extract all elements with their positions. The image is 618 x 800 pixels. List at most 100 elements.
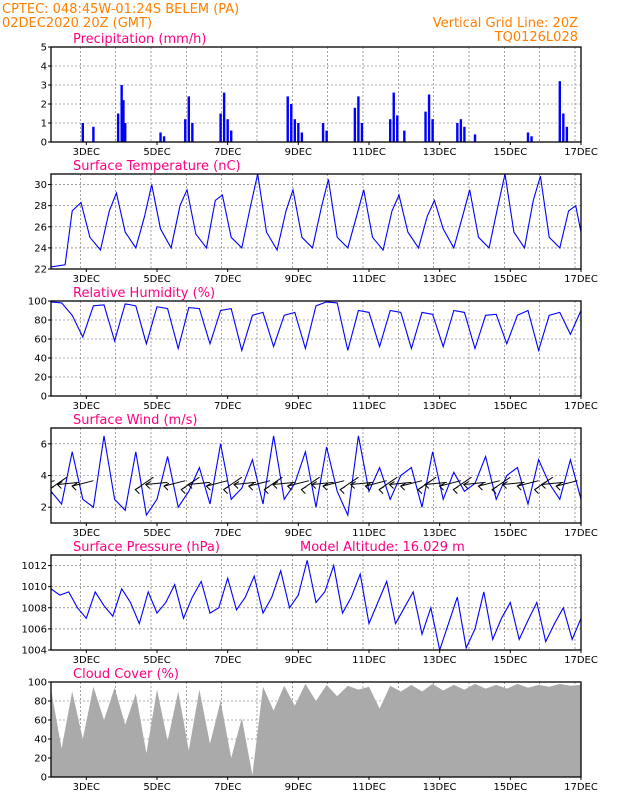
precip-bar — [184, 119, 187, 142]
x-tick-label: 3DEC — [73, 782, 100, 793]
precip-bar — [558, 81, 561, 142]
x-tick-label: 9DEC — [285, 528, 312, 539]
y-tick-label: 20 — [34, 373, 47, 384]
precip-bar — [187, 96, 190, 142]
plot-area — [51, 683, 581, 777]
series-line — [51, 435, 581, 518]
x-tick-label: 7DEC — [214, 274, 241, 285]
precip-bar — [357, 96, 360, 142]
panel-frame — [50, 46, 582, 143]
plot-area — [51, 301, 581, 353]
series-line — [51, 301, 581, 353]
precip-bar — [396, 115, 399, 142]
x-tick-label: 17DEC — [564, 528, 598, 539]
x-tick-label: 5DEC — [143, 401, 170, 412]
precip-bar — [290, 104, 293, 142]
precip-bar — [159, 132, 162, 142]
x-tick-label: 9DEC — [285, 655, 312, 666]
wind-arrow-head — [233, 481, 240, 489]
wind-arrow-head — [56, 481, 63, 489]
wind-arrow-head — [501, 481, 508, 489]
y-tick-label: 24 — [34, 243, 47, 254]
y-tick-label: 1012 — [22, 561, 47, 572]
x-tick-label: 13DEC — [423, 528, 457, 539]
x-tick-label: 15DEC — [493, 274, 527, 285]
y-tick-label: 0 — [41, 392, 47, 403]
x-tick-label: 11DEC — [352, 528, 386, 539]
wind-arrow-head — [247, 482, 255, 491]
precip-bar — [325, 130, 328, 142]
precip-bar — [219, 113, 222, 142]
x-tick-label: 9DEC — [285, 782, 312, 793]
x-tick-label: 11DEC — [352, 401, 386, 412]
wind-arrow-head — [322, 482, 329, 491]
wind-arrow — [517, 480, 539, 487]
y-tick-label: 20 — [34, 754, 47, 765]
wind-arrow — [439, 480, 461, 487]
x-tick-label: 15DEC — [493, 782, 527, 793]
precip-bar — [286, 96, 289, 142]
wind-arrow-head — [516, 482, 523, 491]
precip-bar — [92, 126, 95, 142]
x-tick-label: 11DEC — [352, 147, 386, 158]
y-tick-label: 1 — [41, 119, 47, 130]
plot-area — [51, 435, 581, 518]
panel-2: Surface Temperature (nC) 22 24 26 28 30 3DEC 5D… — [34, 159, 598, 285]
x-tick-label: 17DEC — [564, 655, 598, 666]
y-tick-label: 100 — [28, 678, 47, 689]
x-tick-label: 3DEC — [73, 528, 100, 539]
x-tick-label: 5DEC — [143, 782, 170, 793]
y-tick-label: 1006 — [22, 624, 47, 635]
wind-arrow-head — [71, 482, 78, 491]
y-tick-label: 2 — [41, 100, 47, 111]
x-tick-label: 15DEC — [493, 147, 527, 158]
plot-area — [51, 560, 581, 650]
x-tick-label: 3DEC — [73, 655, 100, 666]
wind-arrow — [424, 481, 447, 486]
wind-arrow — [233, 481, 256, 486]
wind-arrow — [478, 480, 500, 487]
wind-arrow-head — [364, 482, 371, 491]
x-tick-label: 11DEC — [352, 655, 386, 666]
wind-arrow — [206, 480, 228, 487]
x-tick-label: 3DEC — [73, 274, 100, 285]
series-line — [51, 174, 581, 268]
panel-title: Surface Pressure (hPa) — [73, 540, 220, 555]
y-tick-label: 60 — [34, 335, 47, 346]
precip-bar — [389, 119, 392, 142]
wind-arrow-head — [263, 486, 270, 494]
precip-bar — [526, 132, 530, 142]
x-tick-label: 13DEC — [423, 401, 457, 412]
y-tick-label: 60 — [34, 716, 47, 727]
panel-frame — [50, 173, 582, 270]
wind-arrow-head — [300, 486, 307, 494]
precip-bar — [353, 107, 357, 142]
header-run-time: 02DEC2020 20Z (GMT) — [2, 16, 152, 31]
wind-arrow-head — [462, 481, 469, 489]
y-tick-label: 0 — [41, 773, 47, 784]
wind-arrow-head — [378, 486, 385, 494]
x-tick-label: 7DEC — [214, 528, 241, 539]
series-line — [51, 560, 581, 650]
y-tick-label: 40 — [34, 354, 47, 365]
panel-frame — [50, 554, 582, 651]
wind-arrow-head — [180, 486, 187, 494]
wind-arrow — [322, 480, 345, 487]
precip-bar — [565, 126, 569, 142]
precip-bar — [293, 119, 296, 142]
x-tick-label: 15DEC — [493, 528, 527, 539]
wind-arrow-head — [388, 481, 395, 489]
y-tick-label: 2 — [41, 503, 47, 514]
panel-title: Cloud Cover (%) — [73, 667, 179, 682]
precip-bar — [122, 100, 125, 142]
y-tick-label: 1004 — [22, 646, 47, 657]
wind-arrow-head — [399, 482, 406, 491]
precip-bar — [191, 123, 194, 142]
plot-area — [81, 81, 569, 142]
y-tick-label: 40 — [34, 735, 47, 746]
x-tick-label: 13DEC — [423, 655, 457, 666]
y-tick-label: 26 — [34, 222, 47, 233]
x-tick-label: 5DEC — [143, 274, 170, 285]
x-tick-label: 17DEC — [564, 401, 598, 412]
